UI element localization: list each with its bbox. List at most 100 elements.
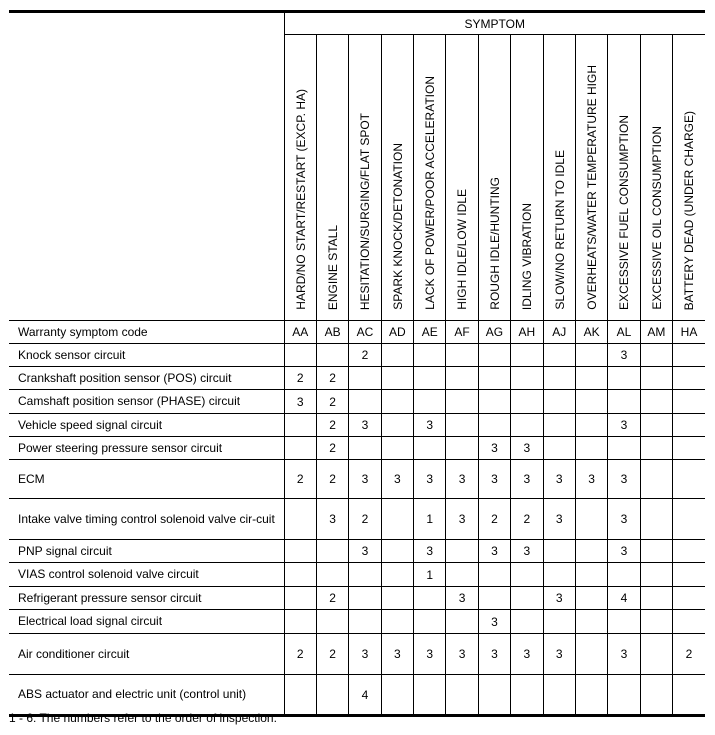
- symptom-label: SLOW/NO RETURN TO IDLE: [552, 150, 567, 310]
- table-cell: 3: [380, 633, 415, 675]
- table-cell: [574, 562, 609, 587]
- table-cell: [477, 343, 512, 367]
- table-row: ABS actuator and electric unit (control …: [9, 674, 705, 717]
- symptom-label: HARD/NO START/RESTART (EXCP. HA): [293, 89, 308, 310]
- table-cell: 2: [510, 498, 544, 540]
- symptom-table: SYMPTOM HARD/NO START/RESTART (EXCP. HA)…: [9, 10, 705, 717]
- table-cell: [672, 389, 705, 414]
- table-cell: [510, 413, 544, 437]
- table-cell: 3: [510, 633, 544, 675]
- table-cell: 3: [574, 459, 609, 499]
- table-cell: [380, 413, 415, 437]
- table-row: Power steering pressure sensor circuit 2 3…: [9, 436, 705, 460]
- table-cell: [283, 498, 317, 540]
- table-cell: 3: [607, 539, 641, 563]
- table-cell: [542, 539, 576, 563]
- table-cell: [639, 633, 674, 675]
- table-cell: [639, 539, 674, 563]
- corner-cell: [9, 10, 285, 321]
- table-cell: 4: [607, 586, 641, 610]
- table-cell: [607, 674, 641, 717]
- table-cell: [574, 413, 609, 437]
- table-cell: 1: [413, 498, 447, 540]
- table-cell: [672, 343, 705, 367]
- table-cell: [574, 633, 609, 675]
- table-cell: 3: [510, 459, 544, 499]
- table-cell: [639, 413, 674, 437]
- symptom-column-header: OVERHEATS/WATER TEMPERATURE HIGH: [574, 34, 609, 321]
- table-cell: [477, 586, 512, 610]
- table-cell: 2: [672, 633, 705, 675]
- table-cell: [510, 343, 544, 367]
- table-cell: [639, 586, 674, 610]
- table-cell: [477, 389, 512, 414]
- row-label: Intake valve timing control solenoid val…: [9, 498, 285, 540]
- table-cell: [510, 366, 544, 390]
- symptom-label: ROUGH IDLE/HUNTING: [487, 177, 502, 310]
- table-cell: 2: [477, 498, 512, 540]
- table-cell: 2: [348, 343, 382, 367]
- row-label: Air conditioner circuit: [9, 633, 285, 675]
- table-cell: 3: [445, 459, 479, 499]
- table-cell: AF: [445, 320, 479, 344]
- symptom-column-header: ENGINE STALL: [315, 34, 350, 321]
- table-cell: [348, 366, 382, 390]
- table-cell: 3: [413, 539, 447, 563]
- table-cell: [542, 674, 576, 717]
- table-cell: 3: [445, 498, 479, 540]
- table-cell: AE: [413, 320, 447, 344]
- table-cell: [639, 436, 674, 460]
- table-cell: [445, 413, 479, 437]
- symptom-column-header: HIGH IDLE/LOW IDLE: [445, 34, 479, 321]
- table-cell: 2: [315, 459, 350, 499]
- row-label: Camshaft position sensor (PHASE) circuit: [9, 389, 285, 414]
- table-cell: [574, 343, 609, 367]
- table-cell: [510, 586, 544, 610]
- footnote: 1 - 6: The numbers refer to the order of…: [9, 711, 277, 725]
- row-label: Knock sensor circuit: [9, 343, 285, 367]
- symptom-column-header: ROUGH IDLE/HUNTING: [477, 34, 512, 321]
- table-cell: [348, 609, 382, 634]
- table-cell: [607, 609, 641, 634]
- table-cell: [380, 539, 415, 563]
- table-cell: [380, 674, 415, 717]
- table-cell: 3: [413, 459, 447, 499]
- table-cell: [639, 366, 674, 390]
- table-cell: 2: [283, 366, 317, 390]
- table-cell: [445, 436, 479, 460]
- table-row: ECM 2 2 3 3 3 3 3 3 3 3 3: [9, 459, 705, 499]
- table-cell: 2: [315, 366, 350, 390]
- table-cell: AC: [348, 320, 382, 344]
- table-cell: AM: [639, 320, 674, 344]
- table-row: Electrical load signal circuit 3: [9, 609, 705, 634]
- symptom-column-header: HARD/NO START/RESTART (EXCP. HA): [284, 34, 317, 321]
- table-cell: 3: [348, 413, 382, 437]
- table-cell: [413, 436, 447, 460]
- symptom-column-header: IDLING VIBRATION: [510, 34, 544, 321]
- symptom-label: SPARK KNOCK/DETONATION: [390, 143, 405, 310]
- table-cell: 3: [607, 459, 641, 499]
- table-cell: [542, 389, 576, 414]
- table-cell: [542, 562, 576, 587]
- table-cell: [380, 562, 415, 587]
- table-cell: [413, 366, 447, 390]
- table-cell: [607, 562, 641, 587]
- symptom-label: EXCESSIVE OIL CONSUMPTION: [649, 126, 664, 310]
- table-cell: 3: [607, 343, 641, 367]
- table-cell: [639, 459, 674, 499]
- table-row: Intake valve timing control solenoid val…: [9, 498, 705, 540]
- table-cell: 3: [283, 389, 317, 414]
- table-cell: 3: [477, 633, 512, 675]
- table-cell: [315, 539, 350, 563]
- table-cell: 2: [283, 633, 317, 675]
- symptom-column-header: EXCESSIVE FUEL CONSUMPTION: [607, 34, 641, 321]
- table-cell: [445, 366, 479, 390]
- table-cell: [413, 674, 447, 717]
- table-row: PNP signal circuit 3 3 3 3 3: [9, 539, 705, 563]
- table-cell: 3: [607, 413, 641, 437]
- table-cell: AL: [607, 320, 641, 344]
- table-cell: [380, 498, 415, 540]
- table-cell: 3: [445, 586, 479, 610]
- table-cell: [348, 562, 382, 587]
- table-cell: [348, 389, 382, 414]
